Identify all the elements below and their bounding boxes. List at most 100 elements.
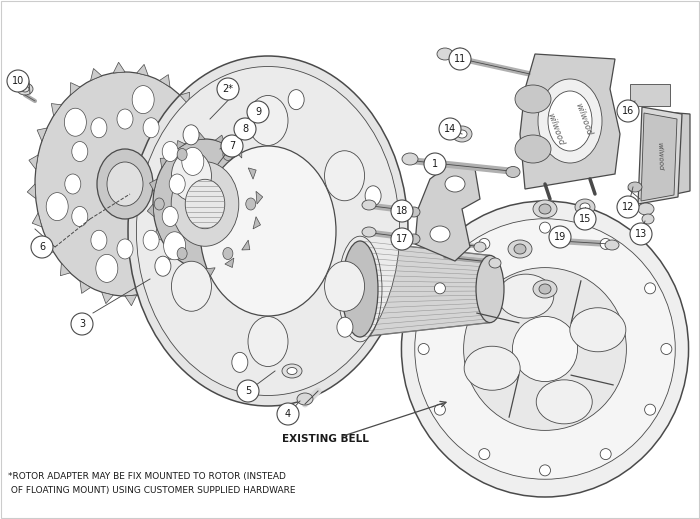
Ellipse shape [72,142,88,161]
Text: 12: 12 [622,202,634,212]
Ellipse shape [143,230,159,250]
Circle shape [439,118,461,140]
Ellipse shape [154,198,164,210]
Ellipse shape [155,256,171,276]
Ellipse shape [162,142,178,161]
Text: 16: 16 [622,106,634,116]
Ellipse shape [169,174,186,194]
Polygon shape [90,69,101,80]
Ellipse shape [97,149,153,219]
Text: 15: 15 [579,214,592,224]
Circle shape [449,48,471,70]
Polygon shape [241,240,250,250]
Ellipse shape [539,284,551,294]
Polygon shape [360,241,490,337]
Ellipse shape [514,244,526,254]
Ellipse shape [435,283,445,294]
Ellipse shape [575,199,595,215]
Text: 6: 6 [39,242,45,252]
Ellipse shape [182,147,204,175]
Ellipse shape [288,90,304,110]
Polygon shape [225,258,234,267]
Polygon shape [160,75,170,87]
Polygon shape [102,292,113,304]
Text: 13: 13 [635,229,647,239]
Polygon shape [180,92,190,105]
Ellipse shape [437,48,453,60]
Ellipse shape [64,108,86,136]
Ellipse shape [498,274,554,318]
Circle shape [7,70,29,92]
Text: 9: 9 [255,107,261,117]
Ellipse shape [479,448,490,460]
Ellipse shape [248,317,288,366]
Ellipse shape [408,234,420,244]
Ellipse shape [248,95,288,145]
Ellipse shape [117,239,133,259]
Ellipse shape [362,200,376,210]
Ellipse shape [661,344,672,354]
Polygon shape [197,116,206,128]
Ellipse shape [506,167,520,177]
Ellipse shape [153,139,257,269]
Circle shape [617,100,639,122]
Ellipse shape [445,176,465,192]
Text: 17: 17 [395,234,408,244]
Ellipse shape [232,352,248,372]
Polygon shape [176,141,185,150]
Text: 14: 14 [444,124,456,134]
Polygon shape [248,168,256,179]
Ellipse shape [452,126,472,142]
Ellipse shape [91,118,107,138]
Polygon shape [27,184,36,199]
Polygon shape [234,148,241,158]
Ellipse shape [533,200,557,218]
Circle shape [277,403,299,425]
Polygon shape [652,111,690,199]
Text: wilwood: wilwood [657,142,664,170]
Ellipse shape [21,86,29,92]
Ellipse shape [402,153,418,165]
Ellipse shape [464,346,520,390]
Ellipse shape [430,226,450,242]
Ellipse shape [342,241,378,337]
Circle shape [549,226,571,248]
Ellipse shape [600,238,611,250]
Polygon shape [215,135,225,144]
Ellipse shape [17,83,33,95]
Ellipse shape [35,72,215,296]
Circle shape [31,236,53,258]
Ellipse shape [223,248,233,260]
Ellipse shape [463,268,626,430]
Ellipse shape [512,317,578,381]
Ellipse shape [638,203,654,215]
Text: 10: 10 [12,76,24,86]
Ellipse shape [435,404,445,415]
Polygon shape [253,216,260,229]
Circle shape [234,118,256,140]
Ellipse shape [645,404,656,415]
Text: 4: 4 [285,409,291,419]
Ellipse shape [570,308,626,352]
Ellipse shape [538,79,602,163]
Ellipse shape [91,230,107,250]
Ellipse shape [536,380,592,424]
Ellipse shape [457,130,467,138]
Ellipse shape [325,261,365,311]
Text: 8: 8 [242,124,248,134]
Ellipse shape [540,465,550,476]
Ellipse shape [72,207,88,226]
Text: 19: 19 [554,232,566,242]
Circle shape [217,78,239,100]
Polygon shape [37,128,47,141]
Polygon shape [208,141,218,155]
Ellipse shape [551,235,563,245]
Polygon shape [51,104,62,116]
Text: wilwood: wilwood [545,112,565,146]
Text: EXISTING BELL: EXISTING BELL [282,434,369,444]
Text: 7: 7 [229,141,235,151]
Ellipse shape [401,201,689,497]
Text: 3: 3 [79,319,85,329]
Ellipse shape [297,393,313,405]
Ellipse shape [415,219,676,479]
